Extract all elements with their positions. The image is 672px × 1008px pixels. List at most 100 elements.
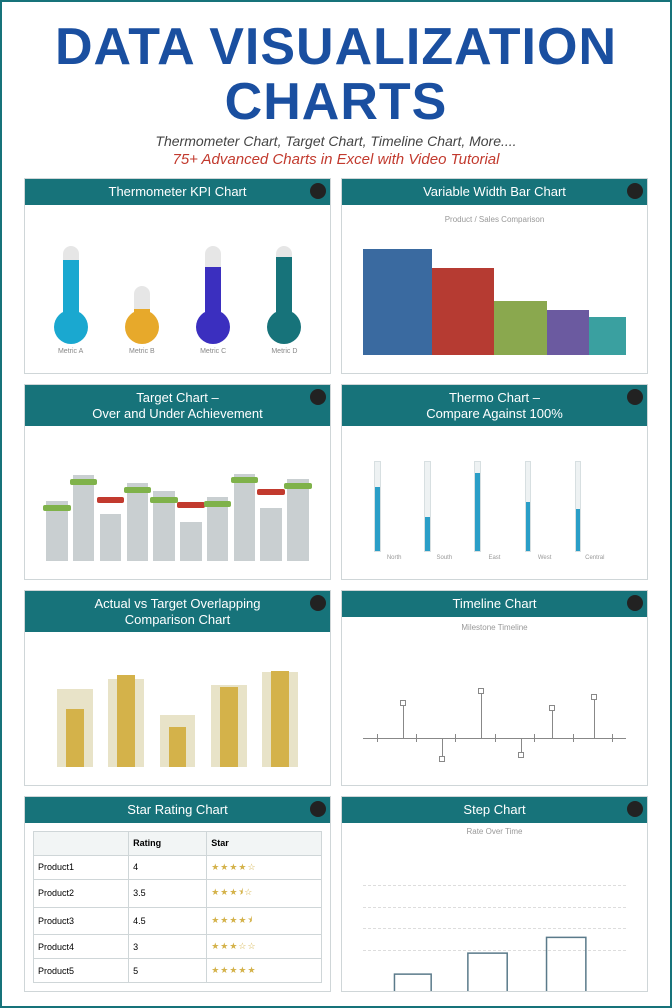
thermo-bar: North: [374, 461, 414, 561]
card-title: Actual vs Target Overlapping Comparison …: [25, 591, 330, 632]
star-icons: ★★★⯨☆: [207, 879, 322, 907]
page-frame: DATA VISUALIZATION CHARTS Thermometer Ch…: [0, 0, 672, 1008]
target-bar: [287, 464, 308, 561]
timeline-node: [400, 700, 406, 706]
flask: Metric B: [125, 286, 159, 355]
target-over-under-chart: [25, 426, 330, 579]
star-icons: ★★★★☆: [207, 855, 322, 879]
star-icons: ★★★★★: [207, 959, 322, 983]
card-title: Star Rating Chart: [25, 797, 330, 823]
title-line-1: DATA VISUALIZATION: [55, 18, 617, 76]
chart-subtitle: Rate Over Time: [342, 827, 647, 836]
main-title: DATA VISUALIZATION CHARTS: [24, 20, 648, 129]
product-name: Product2: [34, 879, 129, 907]
timeline-event: [594, 697, 595, 738]
star-rating-table: RatingStarProduct14★★★★☆Product23.5★★★⯨☆…: [33, 831, 322, 983]
variable-width-bar: [589, 243, 626, 355]
variable-width-bar-chart: Product / Sales Comparison: [342, 205, 647, 373]
variable-width-bar: [494, 243, 546, 355]
card-target-over-under: Target Chart – Over and Under Achievemen…: [24, 384, 331, 580]
overlap-bar: [211, 667, 247, 767]
timeline-node: [439, 756, 445, 762]
chart-subtitle: Milestone Timeline: [342, 623, 647, 632]
variable-width-bar: [547, 243, 589, 355]
timeline-node: [591, 694, 597, 700]
step-chart: Rate Over Time: [342, 823, 647, 991]
thermo-bar: South: [424, 461, 464, 561]
timeline-tick: [416, 734, 417, 742]
flask: Metric A: [54, 246, 88, 355]
timeline-node: [518, 752, 524, 758]
flask: Metric D: [267, 246, 301, 355]
product-name: Product1: [34, 855, 129, 879]
table-row: Product14★★★★☆: [34, 855, 322, 879]
corner-dot-icon: [310, 801, 326, 817]
table-row: Product55★★★★★: [34, 959, 322, 983]
subtitle-1: Thermometer Chart, Target Chart, Timelin…: [24, 133, 648, 149]
title-block: DATA VISUALIZATION CHARTS Thermometer Ch…: [24, 20, 648, 168]
timeline-tick: [455, 734, 456, 742]
timeline-tick: [612, 734, 613, 742]
overlap-bar: [262, 667, 298, 767]
card-title: Variable Width Bar Chart: [342, 179, 647, 205]
title-line-2: CHARTS: [225, 73, 448, 131]
timeline-node: [478, 688, 484, 694]
chart-subtitle: Product / Sales Comparison: [342, 215, 647, 224]
timeline-node: [549, 705, 555, 711]
thermo-bar: East: [474, 461, 514, 561]
timeline-event: [403, 703, 404, 737]
table-row: Product34.5★★★★⯨: [34, 907, 322, 935]
card-thermo-100: Thermo Chart – Compare Against 100% Nort…: [341, 384, 648, 580]
rating-value: 3: [129, 935, 207, 959]
variable-width-bar: [363, 243, 431, 355]
card-title: Thermometer KPI Chart: [25, 179, 330, 205]
target-bar: [180, 464, 201, 561]
thermo-bar: West: [525, 461, 565, 561]
product-name: Product3: [34, 907, 129, 935]
card-actual-vs-target: Actual vs Target Overlapping Comparison …: [24, 590, 331, 786]
card-title: Timeline Chart: [342, 591, 647, 617]
timeline-tick: [377, 734, 378, 742]
target-bar: [207, 464, 228, 561]
rating-value: 5: [129, 959, 207, 983]
timeline-event: [552, 708, 553, 737]
timeline-tick: [495, 734, 496, 742]
cards-grid: Thermometer KPI Chart Metric A Metric B Me…: [24, 178, 648, 992]
table-header: Rating: [129, 832, 207, 856]
thermometer-kpi-chart: Metric AMetric BMetric CMetric D: [25, 205, 330, 373]
timeline-chart: Milestone Timeline: [342, 617, 647, 785]
step-line-path: [363, 864, 625, 992]
overlap-bar: [108, 667, 144, 767]
rating-value: 4.5: [129, 907, 207, 935]
thermo-100-chart: NorthSouthEast WestCentral: [342, 426, 647, 579]
thermo-bar: Central: [575, 461, 615, 561]
table-header: [34, 832, 129, 856]
timeline-tick: [534, 734, 535, 742]
star-icons: ★★★☆☆: [207, 935, 322, 959]
target-bar: [46, 464, 67, 561]
product-name: Product5: [34, 959, 129, 983]
target-bar: [73, 464, 94, 561]
corner-dot-icon: [627, 801, 643, 817]
variable-width-bar: [432, 243, 495, 355]
timeline-event: [481, 691, 482, 738]
overlap-bar: [57, 667, 93, 767]
table-row: Product23.5★★★⯨☆: [34, 879, 322, 907]
target-bar: [100, 464, 121, 561]
card-title: Target Chart – Over and Under Achievemen…: [25, 385, 330, 426]
timeline-tick: [573, 734, 574, 742]
rating-value: 3.5: [129, 879, 207, 907]
target-bar: [153, 464, 174, 561]
table-header: Star: [207, 832, 322, 856]
corner-dot-icon: [310, 595, 326, 611]
corner-dot-icon: [627, 595, 643, 611]
card-variable-width-bar: Variable Width Bar Chart Product / Sales…: [341, 178, 648, 374]
card-title: Thermo Chart – Compare Against 100%: [342, 385, 647, 426]
target-bar: [260, 464, 281, 561]
card-thermometer-kpi: Thermometer KPI Chart Metric A Metric B Me…: [24, 178, 331, 374]
product-name: Product4: [34, 935, 129, 959]
subtitle-2: 75+ Advanced Charts in Excel with Video …: [24, 151, 648, 168]
card-star-rating: Star Rating Chart RatingStarProduct14★★★…: [24, 796, 331, 992]
card-timeline: Timeline Chart Milestone Timeline: [341, 590, 648, 786]
rating-value: 4: [129, 855, 207, 879]
